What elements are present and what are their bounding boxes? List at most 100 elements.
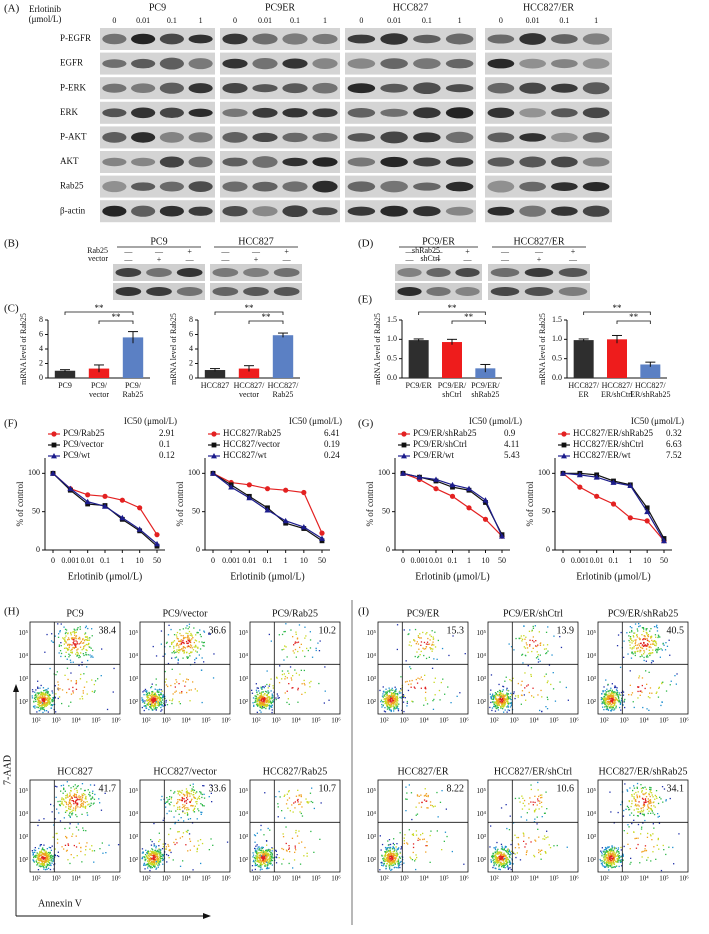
flow-dot bbox=[169, 804, 171, 806]
flow-dot bbox=[43, 818, 45, 820]
marker bbox=[282, 517, 289, 524]
flow-dot bbox=[306, 855, 308, 857]
flow-dot bbox=[395, 690, 397, 692]
flow-dot bbox=[408, 633, 410, 635]
flow-dot bbox=[184, 812, 186, 814]
flow-dot bbox=[173, 645, 175, 648]
flow-dot bbox=[502, 705, 504, 707]
condition-sign: — bbox=[405, 255, 415, 264]
flow-dot bbox=[406, 700, 408, 703]
flow-dot bbox=[300, 794, 302, 796]
blot-row-label: ERK bbox=[60, 107, 79, 117]
legend-label: HCC827/ER/shCtrl bbox=[573, 439, 644, 449]
flow-dot bbox=[150, 703, 153, 705]
blot-band bbox=[159, 156, 184, 168]
flow-dot bbox=[307, 649, 309, 652]
flow-dot bbox=[72, 800, 74, 802]
flow-dot bbox=[150, 705, 152, 707]
flow-dot bbox=[197, 808, 199, 810]
flow-dot bbox=[498, 692, 501, 694]
flow-dot bbox=[423, 648, 425, 650]
flow-dot bbox=[606, 688, 608, 690]
legend-label: PC9/Rab25 bbox=[63, 428, 105, 438]
y-axis-label: % of control bbox=[15, 481, 25, 526]
flow-dot bbox=[176, 802, 178, 805]
flow-dot bbox=[68, 705, 70, 707]
x-tick-label: HCC827/ER/shRab25 bbox=[630, 381, 670, 399]
blot-band bbox=[413, 182, 441, 191]
flow-dot bbox=[44, 855, 46, 857]
flow-dot bbox=[149, 703, 151, 706]
flow-dot bbox=[493, 703, 495, 705]
flow-dot bbox=[38, 703, 40, 705]
x-tick-label: 0.01 bbox=[590, 556, 604, 565]
flow-dot bbox=[164, 695, 166, 698]
flow-dot bbox=[256, 860, 258, 863]
blot-strip bbox=[345, 175, 476, 198]
flow-dot bbox=[271, 697, 273, 699]
flow-dot bbox=[193, 845, 195, 847]
flow-dot bbox=[638, 643, 640, 645]
flow-dot bbox=[262, 854, 264, 856]
flow-dot bbox=[427, 637, 429, 640]
flow-dot bbox=[649, 630, 651, 632]
flow-dot bbox=[47, 691, 49, 693]
x-tick-label: 1 bbox=[120, 556, 124, 565]
flow-dot bbox=[501, 696, 504, 698]
flow-dot bbox=[649, 654, 651, 657]
flow-dot bbox=[70, 631, 72, 634]
blot-band bbox=[131, 205, 156, 217]
flow-dot bbox=[42, 862, 45, 865]
flow-dot bbox=[88, 646, 90, 648]
flow-dot bbox=[281, 670, 284, 672]
flow-dot bbox=[649, 652, 651, 654]
flow-dot bbox=[496, 703, 498, 705]
flow-dot bbox=[402, 695, 404, 697]
flow-dot bbox=[611, 700, 614, 702]
flow-dot bbox=[277, 697, 279, 699]
flow-dot bbox=[635, 639, 637, 641]
marker bbox=[593, 474, 600, 480]
flow-dot bbox=[167, 634, 170, 636]
flow-dot bbox=[301, 683, 303, 685]
flow-dot bbox=[39, 700, 41, 702]
flow-dot bbox=[510, 699, 512, 701]
x-tick-label: 50 bbox=[498, 556, 506, 565]
flow-dot bbox=[200, 862, 202, 865]
flow-dot bbox=[190, 632, 192, 635]
flow-dot bbox=[619, 702, 622, 704]
flow-dot bbox=[386, 693, 388, 695]
flow-y-tick-label: 10³ bbox=[19, 833, 28, 841]
flow-dot bbox=[189, 641, 191, 643]
flow-x-tick-label: 10⁵ bbox=[201, 717, 211, 725]
blot-band bbox=[455, 287, 480, 296]
flow-dot bbox=[654, 644, 656, 646]
flow-y-tick-label: 10⁴ bbox=[367, 652, 377, 660]
error-bar bbox=[210, 368, 220, 372]
flow-dot bbox=[614, 699, 616, 701]
flow-dot bbox=[271, 847, 273, 849]
flow-percentage: 38.4 bbox=[99, 625, 117, 636]
flow-dot bbox=[255, 683, 257, 685]
flow-dot bbox=[504, 694, 506, 696]
flow-dot bbox=[66, 849, 68, 851]
flow-dot bbox=[395, 704, 398, 706]
flow-dot bbox=[507, 690, 510, 692]
flow-dot bbox=[91, 850, 93, 852]
blot-strip bbox=[220, 28, 340, 50]
flow-dot bbox=[509, 702, 511, 704]
blot-band bbox=[131, 157, 156, 167]
flow-dot bbox=[167, 854, 170, 857]
flow-dot bbox=[265, 701, 268, 703]
flow-dot bbox=[167, 843, 169, 846]
flow-dot bbox=[151, 692, 153, 694]
flow-dot bbox=[162, 819, 164, 821]
blot-band bbox=[115, 268, 142, 277]
flow-dot bbox=[159, 854, 161, 856]
flow-dot bbox=[64, 637, 66, 639]
flow-dot bbox=[170, 851, 172, 854]
flow-dot bbox=[500, 701, 502, 703]
blot-band bbox=[413, 132, 441, 143]
blot-band bbox=[188, 83, 213, 94]
flow-dot bbox=[61, 702, 63, 705]
